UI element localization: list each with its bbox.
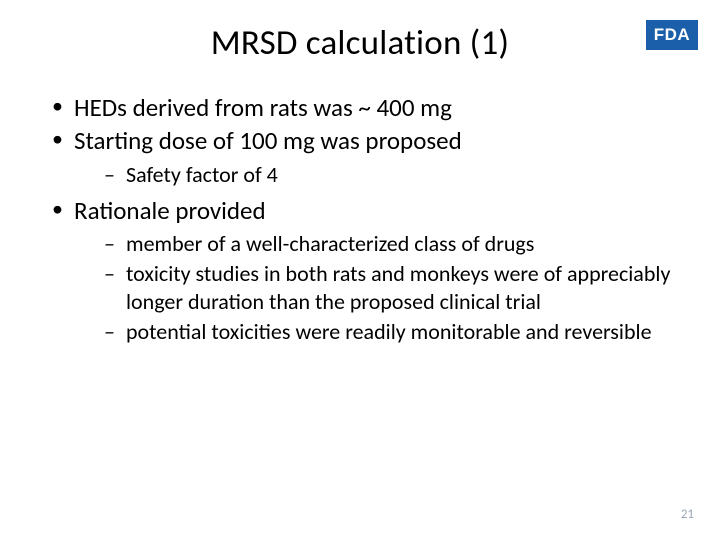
sub-bullet-item: toxicity studies in both rats and monkey…	[104, 260, 680, 316]
sub-bullet-text: toxicity studies in both rats and monkey…	[126, 260, 670, 315]
bullet-text: Starting dose of 100 mg was proposed	[74, 125, 462, 156]
sub-bullet-item: member of a well-characterized class of …	[104, 230, 680, 258]
sub-bullet-list: member of a well-characterized class of …	[74, 230, 680, 347]
bullet-item: Starting dose of 100 mg was proposed Saf…	[50, 125, 680, 188]
sub-bullet-list: Safety factor of 4	[74, 161, 680, 189]
slide-content: HEDs derived from rats was ~ 400 mg Star…	[40, 92, 680, 347]
sub-bullet-item: Safety factor of 4	[104, 161, 680, 189]
slide-title: MRSD calculation (1)	[40, 22, 680, 64]
bullet-list: HEDs derived from rats was ~ 400 mg Star…	[40, 92, 680, 347]
bullet-text: Rationale provided	[74, 195, 266, 226]
bullet-item: Rationale provided member of a well-char…	[50, 195, 680, 347]
sub-bullet-text: member of a well-characterized class of …	[126, 230, 534, 257]
bullet-item: HEDs derived from rats was ~ 400 mg	[50, 92, 680, 123]
sub-bullet-text: Safety factor of 4	[126, 161, 278, 188]
page-number: 21	[681, 507, 694, 522]
fda-logo-text: FDA	[654, 25, 690, 45]
sub-bullet-item: potential toxicities were readily monito…	[104, 318, 680, 346]
bullet-text: HEDs derived from rats was ~ 400 mg	[74, 92, 452, 123]
sub-bullet-text: potential toxicities were readily monito…	[126, 318, 652, 345]
fda-logo: FDA	[646, 20, 698, 50]
slide: FDA MRSD calculation (1) HEDs derived fr…	[0, 0, 720, 540]
